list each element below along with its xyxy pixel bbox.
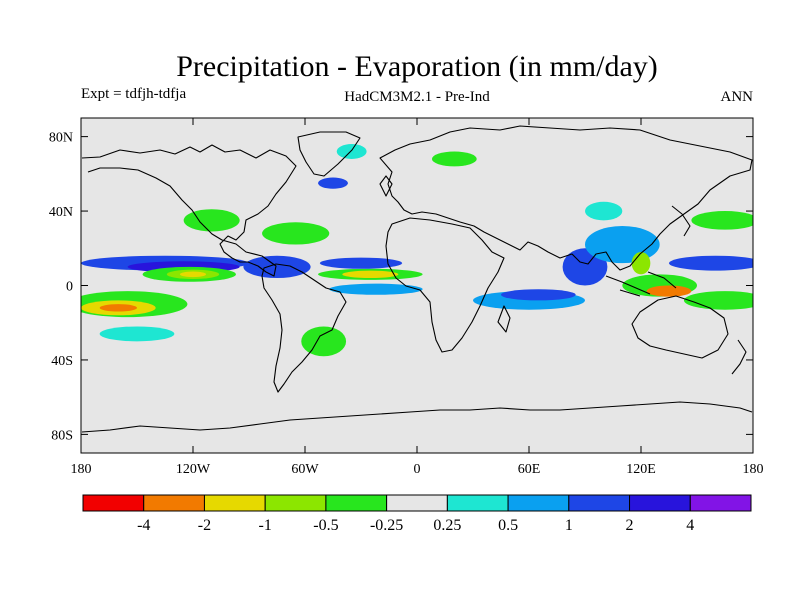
colorbar-label-4: -0.25 [370, 517, 403, 534]
coast-australia [631, 295, 729, 359]
coast-africa [385, 217, 505, 353]
field-region-15 [301, 326, 347, 357]
y-axis: 80N 40N 0 40S 80S [49, 131, 753, 443]
colorbar-label-8: 2 [626, 517, 634, 534]
colorbar-swatch-1 [143, 494, 205, 512]
x-tick-label-0: 180 [71, 462, 92, 477]
right-label: ANN [721, 89, 754, 105]
x-tick-label-1: 120W [176, 462, 211, 477]
field-region-30 [318, 177, 348, 189]
chart-title: Precipitation - Evaporation (in mm/day) [176, 50, 658, 83]
field-region-27 [431, 151, 477, 167]
colorbar: -4 -2 -1 -0.5 -0.25 0.25 0.5 1 2 4 [82, 494, 752, 534]
coast-japan [671, 205, 691, 237]
x-tick-label-6: 180 [743, 462, 764, 477]
field-region-26 [691, 211, 753, 230]
coast-madagascar [497, 305, 511, 333]
coast-north-america [81, 144, 297, 277]
y-tick-label-0: 80N [49, 131, 73, 146]
colorbar-swatch-8 [568, 494, 631, 512]
coast-south-america [261, 263, 347, 393]
field-region-16 [258, 279, 296, 310]
field-region-25 [683, 291, 753, 310]
coastline-layer [81, 125, 753, 433]
field-region-22 [646, 285, 692, 297]
coast-uk [379, 175, 393, 197]
field-region-24 [669, 255, 753, 271]
colorbar-label-0: -4 [137, 517, 150, 534]
y-tick-label-2: 0 [66, 280, 73, 295]
colorbar-swatch-5 [386, 494, 448, 512]
field-region-14 [262, 222, 330, 245]
field-region-18 [500, 289, 576, 301]
x-tick-label-5: 120E [626, 462, 656, 477]
coast-new-zealand [731, 339, 747, 375]
field-region-29 [183, 209, 240, 232]
colorbar-label-3: -0.5 [313, 517, 338, 534]
colorbar-label-1: -2 [198, 517, 211, 534]
field-region-11 [319, 257, 403, 269]
field-region-13 [243, 255, 311, 279]
colorbar-label-7: 1 [565, 517, 573, 534]
left-label: Expt = tdfjh-tdfja [81, 86, 186, 102]
colorbar-swatch-9 [629, 494, 691, 512]
field-region-31 [585, 201, 623, 221]
center-label: HadCM3M2.1 - Pre-Ind [344, 89, 490, 105]
field-region-7 [99, 304, 137, 312]
colorbar-swatch-6 [446, 494, 509, 512]
y-tick-label-1: 40N [49, 205, 73, 220]
colorbar-swatch-10 [689, 494, 752, 512]
colorbar-swatch-3 [264, 494, 327, 512]
field-region-4 [179, 271, 207, 278]
colorbar-label-5: 0.25 [433, 517, 461, 534]
colorbar-label-6: 0.5 [498, 517, 518, 534]
coast-greenland [297, 131, 361, 177]
colorbar-label-9: 4 [686, 517, 694, 534]
x-tick-label-3: 0 [414, 462, 421, 477]
colorbar-swatch-0 [82, 494, 145, 512]
field-region-8 [99, 326, 175, 342]
x-tick-label-4: 60E [518, 462, 541, 477]
y-tick-label-4: 80S [51, 428, 73, 443]
coast-indonesia [605, 271, 677, 297]
coast-antarctica [81, 401, 753, 433]
field-region-12 [329, 283, 423, 295]
colorbar-swatch-2 [203, 494, 266, 512]
y-tick-label-3: 40S [51, 354, 73, 369]
colorbar-label-2: -1 [259, 517, 272, 534]
colorbar-swatch-7 [507, 494, 570, 512]
field-region-23 [631, 251, 651, 275]
field-region-10 [342, 270, 399, 279]
coast-eurasia [379, 125, 753, 271]
x-axis: 180 120W 60W 0 60E 120E 180 [71, 118, 764, 477]
x-tick-label-2: 60W [291, 462, 319, 477]
field-region-28 [336, 144, 367, 159]
colorbar-swatch-4 [325, 494, 388, 512]
